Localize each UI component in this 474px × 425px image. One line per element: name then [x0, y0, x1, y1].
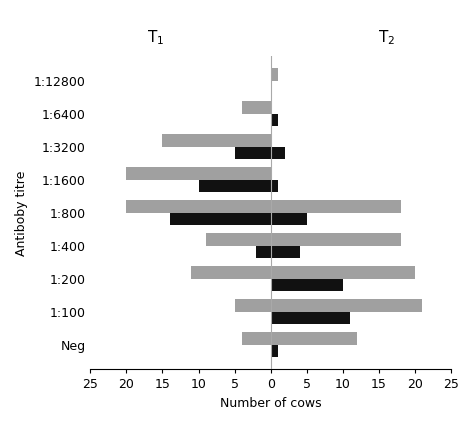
Bar	[271, 345, 278, 357]
Bar	[271, 299, 422, 312]
Bar	[271, 279, 343, 291]
Bar	[163, 134, 271, 147]
Bar	[271, 180, 278, 193]
Bar	[191, 266, 271, 279]
Bar	[271, 233, 401, 246]
Bar	[127, 167, 271, 180]
Bar	[199, 180, 271, 193]
Bar	[271, 147, 285, 159]
Bar	[242, 332, 271, 345]
Bar	[271, 266, 415, 279]
Y-axis label: Antiboby titre: Antiboby titre	[15, 170, 28, 255]
Bar	[271, 200, 401, 213]
Bar	[271, 68, 278, 81]
Bar	[235, 299, 271, 312]
X-axis label: Number of cows: Number of cows	[220, 397, 321, 410]
Text: T$_2$: T$_2$	[378, 28, 395, 47]
Bar	[170, 213, 271, 225]
Bar	[271, 332, 357, 345]
Bar	[256, 246, 271, 258]
Bar	[242, 102, 271, 114]
Bar	[271, 312, 350, 324]
Text: T$_1$: T$_1$	[146, 28, 164, 47]
Bar	[127, 200, 271, 213]
Bar	[271, 246, 300, 258]
Bar	[271, 213, 307, 225]
Bar	[235, 147, 271, 159]
Bar	[206, 233, 271, 246]
Bar	[271, 114, 278, 127]
